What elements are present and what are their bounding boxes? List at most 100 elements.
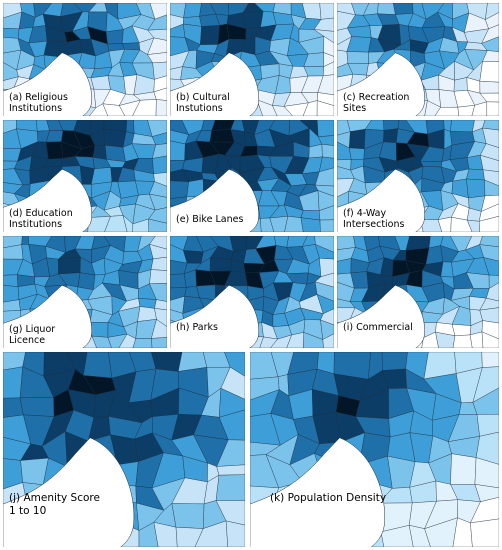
map-region [485, 12, 499, 30]
panel-label: (e) Bike Lanes [176, 214, 244, 225]
bay-water [170, 52, 259, 116]
map-region [483, 257, 499, 276]
map-region [377, 3, 396, 15]
map-region [147, 120, 167, 137]
map-region [152, 143, 167, 159]
map-region [479, 236, 499, 248]
map-region [469, 331, 484, 348]
choropleth-map [170, 236, 334, 348]
map-region [466, 219, 480, 232]
bay-water [3, 284, 92, 348]
map-region [102, 103, 126, 116]
map-region [149, 269, 167, 284]
map-region [472, 366, 499, 403]
map-region [482, 50, 499, 62]
map-region [21, 236, 29, 245]
map-region [132, 218, 149, 232]
map-region [147, 37, 167, 55]
map-region [284, 216, 304, 232]
map-region [225, 520, 245, 547]
map-region [153, 522, 178, 547]
map-panel-a: (a) Religious Institutions [3, 3, 167, 116]
map-region [346, 51, 369, 64]
map-region [148, 218, 167, 232]
map-region [321, 144, 334, 159]
map-region [466, 168, 485, 181]
map-region [218, 409, 245, 441]
map-panel-c: (c) Recreation Sites [337, 3, 499, 116]
map-region [479, 61, 499, 83]
map-region [482, 127, 499, 148]
map-region [470, 518, 499, 547]
map-region [3, 28, 20, 39]
map-region [479, 307, 499, 324]
map-region [317, 135, 334, 146]
map-region [435, 331, 456, 348]
map-region [151, 352, 183, 372]
map-region [323, 61, 334, 77]
map-region [216, 464, 245, 476]
map-region [349, 128, 366, 150]
map-region [424, 517, 458, 547]
map-region [481, 24, 499, 44]
map-region [303, 332, 324, 348]
map-region [452, 517, 473, 547]
map-region [91, 167, 113, 185]
map-region [317, 74, 334, 96]
map-region [474, 457, 499, 489]
panel-label: (j) Amenity Score 1 to 10 [9, 492, 100, 517]
map-region [471, 101, 487, 116]
map-region [319, 156, 334, 173]
map-region [170, 180, 189, 199]
panel-label: (k) Population Density [270, 492, 387, 504]
map-region [437, 216, 452, 232]
map-region [103, 129, 127, 148]
map-region [314, 272, 334, 288]
map-region [90, 75, 111, 90]
map-panel-k: (k) Population Density [250, 352, 499, 547]
map-region [315, 244, 334, 260]
map-region [153, 172, 167, 187]
panel-label: (i) Commercial [343, 322, 413, 333]
map-region [320, 319, 334, 340]
map-region [149, 193, 167, 211]
panel-label: (f) 4-Way Intersections [343, 208, 405, 230]
map-region [488, 274, 499, 289]
map-region [147, 52, 167, 64]
map-region [105, 145, 126, 162]
map-region [153, 87, 167, 101]
map-region [470, 497, 499, 524]
map-region [132, 338, 153, 348]
map-panel-g: (g) Liquor Licence [3, 236, 167, 348]
map-region [215, 474, 245, 501]
map-region [3, 285, 20, 303]
choropleth-map [3, 236, 167, 348]
bay-water [337, 168, 425, 232]
choropleth-map [337, 3, 499, 116]
map-region [83, 352, 113, 379]
map-region [451, 324, 472, 336]
map-region [349, 147, 365, 160]
bay-water [250, 437, 385, 547]
map-region [3, 274, 19, 287]
map-region [154, 308, 167, 327]
map-region [183, 3, 202, 18]
map-region [215, 500, 245, 526]
map-panel-h: (h) Parks [170, 236, 334, 348]
map-region [149, 283, 167, 302]
map-region [381, 352, 408, 371]
map-region [256, 99, 278, 116]
map-region [486, 282, 499, 302]
map-region [89, 322, 109, 338]
map-region [450, 453, 477, 485]
map-region [119, 99, 141, 116]
map-region [317, 190, 334, 211]
choropleth-map [170, 3, 334, 116]
bay-water [3, 168, 92, 232]
map-region [421, 331, 439, 348]
map-region [424, 100, 441, 116]
map-region [219, 388, 245, 418]
map-region [171, 503, 205, 529]
map-region [380, 525, 414, 547]
map-region [434, 107, 460, 116]
